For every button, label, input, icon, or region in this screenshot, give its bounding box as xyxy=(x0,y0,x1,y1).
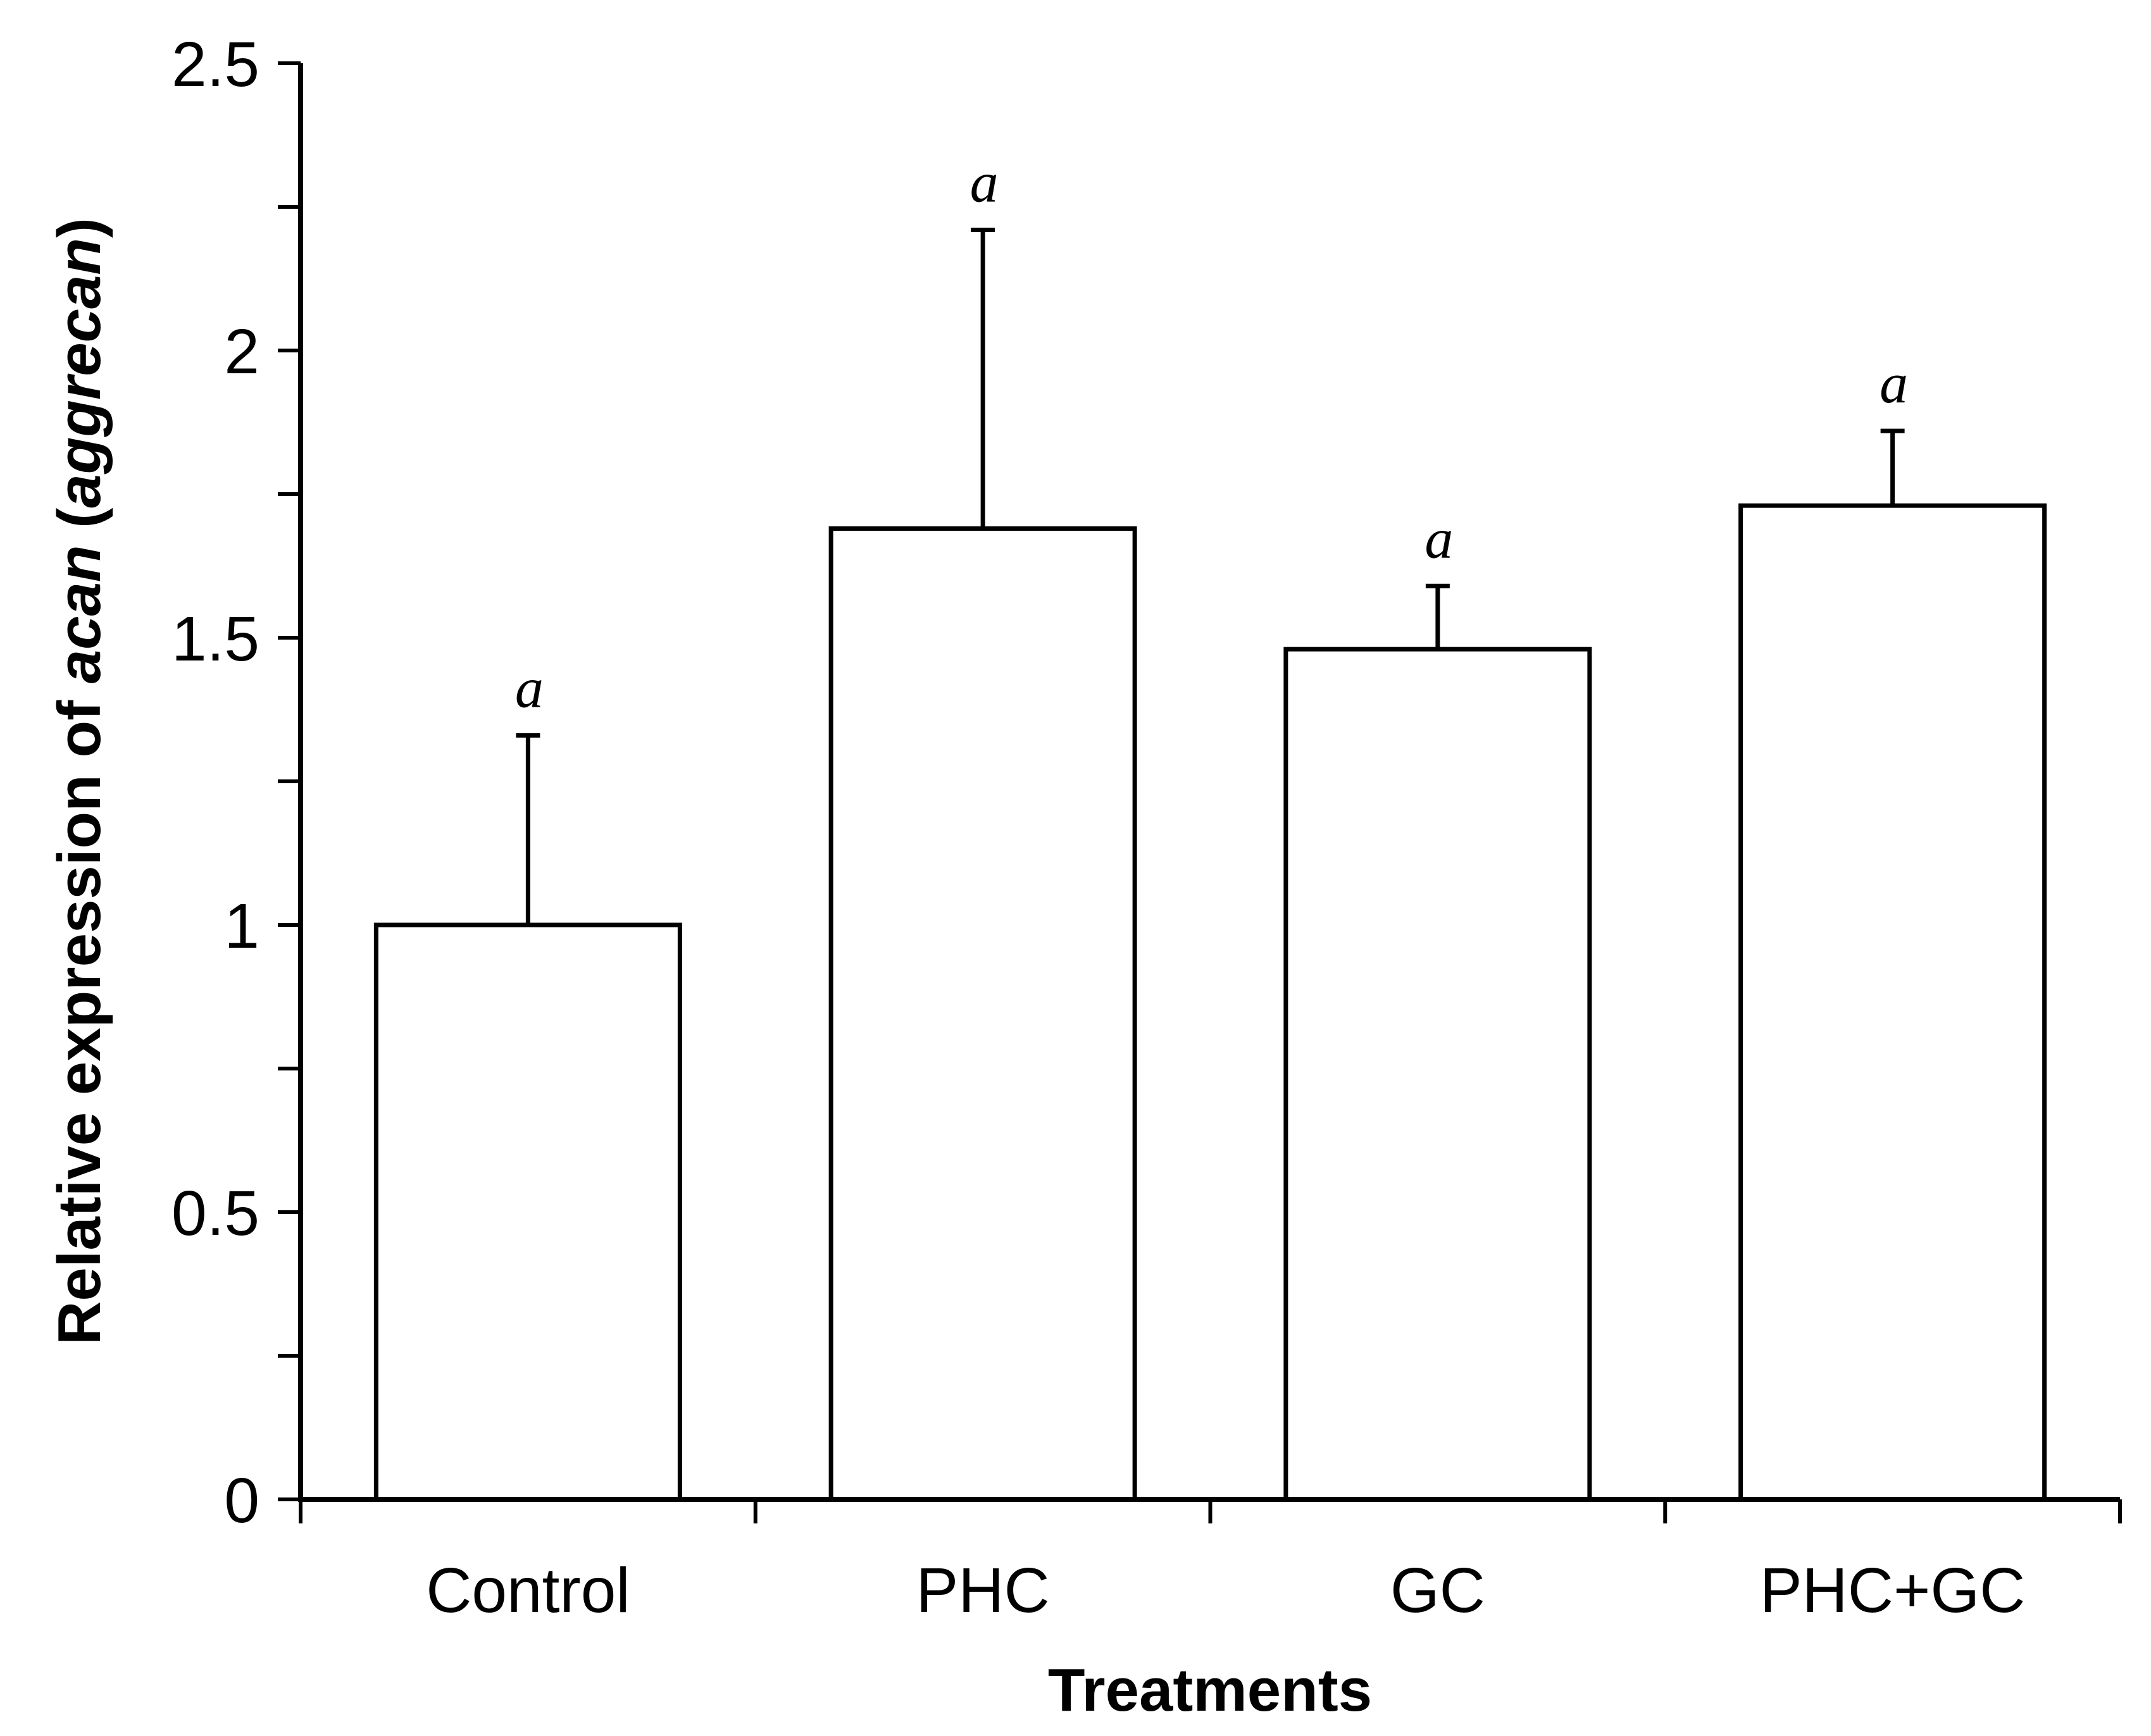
y-tick-label: 1.5 xyxy=(171,604,259,674)
y-axis-ticks xyxy=(278,61,301,1501)
y-axis-title: Relative expression of acan (aggrecan) xyxy=(46,218,113,1345)
y-title-prefix: Relative expression of xyxy=(46,683,113,1345)
y-title-gene-name: aggrecan xyxy=(46,238,113,508)
bar-phc xyxy=(828,526,1137,1502)
x-tick-label: PHC xyxy=(916,1555,1050,1626)
y-title-gene: acan xyxy=(46,545,113,683)
significance-letter: a xyxy=(515,657,544,719)
significance-letter: a xyxy=(970,151,999,214)
y-axis-tick-labels: 0 0.5 1 1.5 2 2.5 xyxy=(171,29,259,1536)
x-axis-tick-labels: Control PHC GC PHC+GC xyxy=(426,1555,2025,1626)
significance-letter: a xyxy=(1425,507,1453,570)
y-title-close: ) xyxy=(46,218,113,238)
y-title-open: ( xyxy=(46,508,113,545)
bar-phc-gc xyxy=(1738,503,2047,1502)
y-tick-label: 0 xyxy=(224,1465,259,1536)
significance-letter: a xyxy=(1880,352,1908,415)
y-tick-label: 2.5 xyxy=(171,29,259,100)
y-tick-label: 1 xyxy=(224,891,259,962)
x-axis-ticks xyxy=(299,1499,2122,1523)
y-tick-label: 2 xyxy=(224,316,259,387)
x-axis-title: Treatments xyxy=(1048,1656,1372,1724)
x-tick-label: Control xyxy=(426,1555,630,1626)
y-tick-label: 0.5 xyxy=(171,1178,259,1249)
significance-letters: a a a a xyxy=(515,151,1908,719)
x-tick-label: PHC+GC xyxy=(1760,1555,2026,1626)
bar-gc xyxy=(1283,647,1592,1502)
x-tick-label: GC xyxy=(1390,1555,1485,1626)
bar-control xyxy=(373,922,682,1502)
bars xyxy=(373,503,2047,1502)
error-bars xyxy=(516,227,1905,925)
